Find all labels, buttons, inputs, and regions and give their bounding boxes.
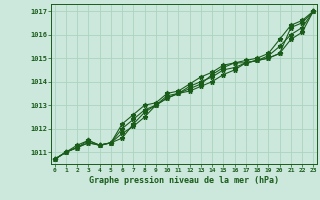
X-axis label: Graphe pression niveau de la mer (hPa): Graphe pression niveau de la mer (hPa) [89,176,279,185]
